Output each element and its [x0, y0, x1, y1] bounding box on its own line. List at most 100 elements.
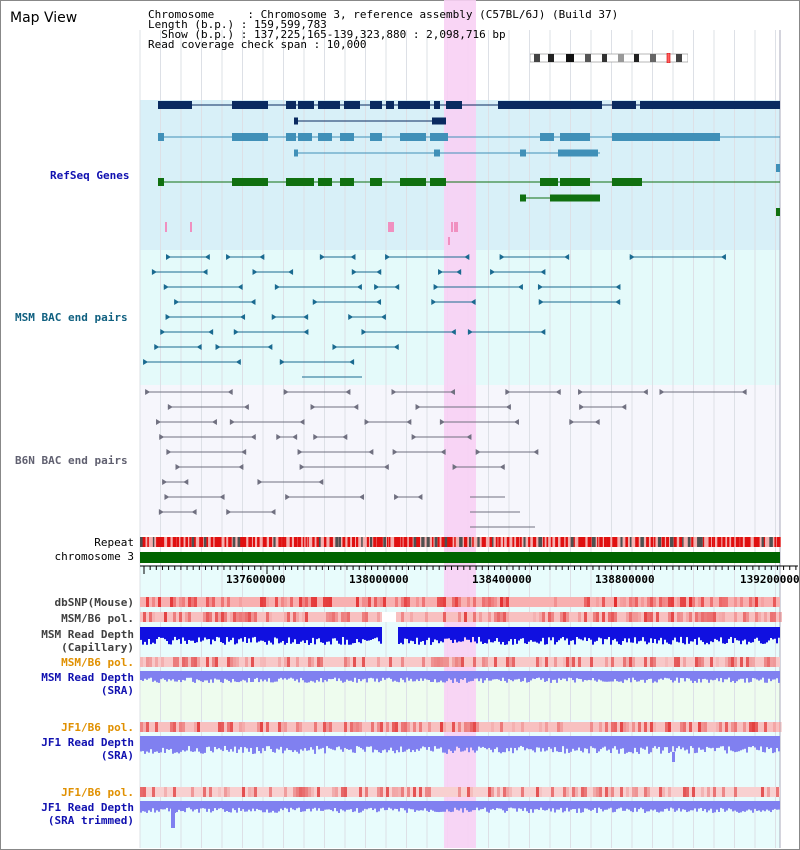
read-depth-bar — [202, 627, 204, 641]
read-depth-bar — [452, 627, 454, 643]
read-depth-bar — [246, 801, 248, 812]
track-label-msm-depth-cap-sub: (Capillary) — [61, 641, 134, 654]
read-depth-bar — [458, 801, 460, 811]
read-depth-bar — [528, 801, 530, 813]
read-depth-bar — [380, 627, 382, 644]
read-depth-bar — [170, 671, 172, 681]
read-depth-bar — [474, 736, 476, 753]
polymorphism-cell — [251, 787, 254, 797]
read-depth-bar — [698, 627, 700, 638]
read-depth-bar — [606, 736, 608, 751]
polymorphism-cell — [209, 597, 212, 607]
read-depth-bar — [214, 671, 216, 679]
polymorphism-cell — [650, 722, 653, 732]
read-depth-bar — [726, 736, 728, 754]
polymorphism-cell — [473, 612, 476, 622]
read-depth-bar — [186, 736, 188, 751]
read-depth-bar — [164, 671, 166, 680]
read-depth-bar — [636, 627, 638, 644]
read-depth-bar — [536, 801, 538, 810]
polymorphism-cell — [443, 722, 446, 732]
read-depth-bar — [214, 801, 216, 809]
read-depth-bar — [746, 736, 748, 753]
read-depth-bar — [576, 801, 578, 813]
read-depth-bar — [704, 736, 706, 753]
polymorphism-cell — [230, 612, 233, 622]
read-depth-bar — [186, 671, 188, 678]
read-depth-bar — [616, 801, 618, 810]
polymorphism-cell — [572, 787, 575, 797]
polymorphism-cell — [173, 597, 176, 607]
read-depth-bar — [160, 736, 162, 753]
polymorphism-cell — [704, 612, 707, 622]
polymorphism-cell — [320, 657, 323, 667]
gene-exon — [446, 101, 462, 109]
read-depth-bar — [348, 801, 350, 810]
read-depth-bar — [454, 627, 456, 640]
read-depth-bar — [336, 801, 338, 812]
read-depth-bar — [150, 627, 152, 645]
read-depth-bar — [290, 627, 292, 644]
read-depth-bar — [244, 801, 246, 812]
read-depth-bar — [666, 801, 668, 809]
info-line-show: Show (b.p.) : 137,225,165-139,323,880 : … — [148, 28, 506, 41]
read-depth-bar — [296, 627, 298, 644]
polymorphism-cell — [551, 787, 554, 797]
polymorphism-cell — [197, 722, 200, 732]
bac-end-marker — [285, 494, 291, 500]
polymorphism-cell — [734, 722, 737, 732]
polymorphism-cell — [602, 597, 605, 607]
read-depth-bar — [492, 671, 494, 680]
repeat-element — [265, 537, 267, 547]
bac-end-marker — [154, 344, 160, 350]
read-depth-bar — [238, 736, 240, 750]
read-depth-bar — [568, 801, 570, 812]
read-depth-bar — [756, 736, 758, 750]
polymorphism-cell — [467, 722, 470, 732]
repeat-element — [769, 537, 773, 547]
read-depth-bar — [262, 801, 264, 813]
bac-end-marker — [364, 419, 370, 425]
polymorphism-cell — [659, 597, 662, 607]
read-depth-bar — [354, 801, 356, 812]
polymorphism-cell — [743, 722, 746, 732]
polymorphism-cell — [440, 597, 443, 607]
read-depth-bar — [242, 627, 244, 642]
read-depth-bar — [316, 627, 318, 640]
polymorphism-cell — [293, 787, 296, 797]
chromosome-ideogram[interactable] — [530, 53, 688, 63]
polymorphism-cell — [362, 657, 365, 667]
read-depth-bar — [432, 736, 434, 752]
polymorphism-cell — [539, 722, 542, 732]
read-depth-bar — [228, 736, 230, 752]
read-depth-bar — [264, 801, 266, 813]
polymorphism-cell — [302, 597, 305, 607]
polymorphism-cell — [773, 657, 776, 667]
polymorphism-cell — [281, 597, 284, 607]
read-depth-bar — [702, 671, 704, 680]
gene-exon — [430, 178, 446, 186]
bac-end-marker — [229, 419, 235, 425]
bac-end-marker — [274, 284, 280, 290]
polymorphism-cell — [689, 612, 692, 622]
read-depth-bar — [214, 627, 216, 642]
read-depth-bar — [270, 801, 272, 813]
read-depth-bar — [534, 801, 536, 810]
bac-end-marker — [383, 464, 389, 470]
polymorphism-cell — [614, 722, 617, 732]
read-depth-bar — [658, 736, 660, 747]
polymorphism-cell — [683, 722, 686, 732]
read-depth-bar — [370, 801, 372, 808]
gene-exon — [232, 178, 268, 186]
polymorphism-cell — [512, 722, 515, 732]
read-depth-bar — [622, 671, 624, 683]
polymorphism-cell — [659, 787, 662, 797]
read-depth-bar — [684, 627, 686, 645]
read-depth-bar — [144, 736, 146, 754]
read-depth-bar — [316, 671, 318, 681]
repeat-element — [635, 537, 639, 547]
read-depth-bar — [636, 736, 638, 753]
read-depth-bar — [774, 736, 776, 753]
read-depth-bar — [752, 671, 754, 679]
